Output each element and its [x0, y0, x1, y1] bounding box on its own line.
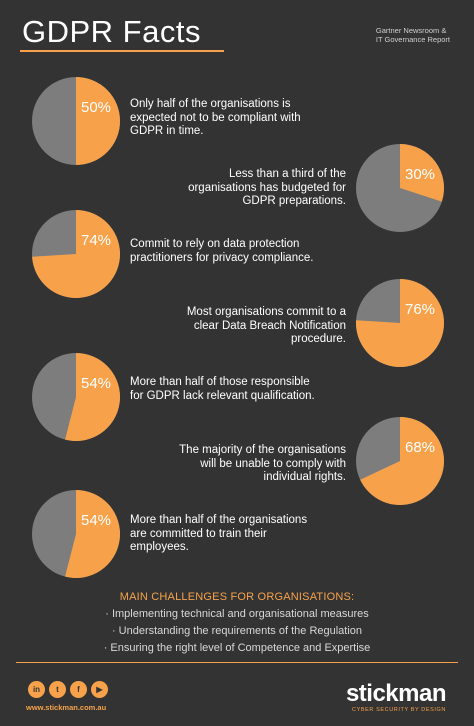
fact-line: employees. — [130, 541, 189, 553]
pie-percent-label-2: 30% — [404, 166, 436, 183]
fact-description-7: More than half of the organisations are c… — [130, 514, 345, 555]
source-note: Gartner Newsroom & IT Governance Report — [376, 26, 450, 44]
pie-chart-6 — [356, 417, 444, 505]
pie-chart-4 — [356, 279, 444, 367]
pie-percent-label-5: 54% — [80, 375, 112, 392]
challenge-item-1: · Implementing technical and organisatio… — [105, 608, 369, 620]
pie-slice-6 — [360, 417, 444, 505]
challenge-item-2: · Understanding the requirements of the … — [111, 625, 363, 637]
logo-tagline: CYBER SECURITY BY DESIGN — [352, 707, 446, 713]
fact-line: GDPR in time. — [130, 125, 204, 137]
pie-chart-5 — [32, 353, 120, 441]
fact-line: for GDPR lack relevant qualification. — [130, 389, 315, 402]
pie-percent-label-4: 76% — [404, 301, 436, 318]
title-underline — [20, 50, 224, 52]
fact-line: GDPR preparations. — [242, 195, 346, 207]
page-title: GDPR Facts — [22, 14, 201, 49]
source-line-1: Gartner Newsroom & — [375, 26, 447, 35]
pie-slice-5 — [65, 353, 120, 441]
pie-chart-7 — [32, 490, 120, 578]
pie-percent-label-6: 68% — [404, 439, 436, 456]
source-line-2: IT Governance Report — [375, 35, 450, 44]
fact-line: practitioners for privacy compliance. — [130, 251, 314, 264]
fact-line: are committed to train their — [130, 527, 267, 540]
challenges-heading: MAIN CHALLENGES FOR ORGANISATIONS: — [119, 591, 355, 603]
fact-line: clear Data Breach Notification — [193, 319, 346, 332]
fact-description-3: Commit to rely on data protection practit… — [130, 238, 345, 265]
fact-line: Only half of the organisations is — [130, 98, 291, 110]
fact-description-4: Most organisations commit to a clear Data… — [131, 306, 346, 347]
challenge-item-3: · Ensuring the right level of Competence… — [103, 642, 371, 654]
footer-divider — [16, 662, 458, 663]
pie-percent-label-1: 50% — [80, 99, 112, 116]
fact-line: Commit to rely on data protection — [130, 238, 300, 250]
pie-chart-3 — [32, 210, 120, 298]
fact-line: individual rights. — [263, 471, 346, 483]
fact-line: More than half of the organisations — [130, 514, 308, 526]
facebook-icon[interactable]: f — [70, 681, 87, 698]
pie-slice-2 — [400, 144, 444, 202]
pie-slice-3 — [32, 210, 120, 298]
pie-percent-label-3: 74% — [80, 232, 112, 249]
fact-line: expected not to be compliant with — [130, 111, 301, 124]
fact-line: organisations has budgeted for — [188, 181, 346, 194]
twitter-icon[interactable]: t — [49, 681, 66, 698]
social-links: in t f ▶ — [28, 681, 108, 698]
youtube-icon[interactable]: ▶ — [91, 681, 108, 698]
stickman-logo: stickman — [345, 680, 447, 707]
fact-description-1: Only half of the organisations is expecte… — [130, 98, 330, 139]
pie-slice-4 — [356, 279, 444, 367]
fact-line: The majority of the organisations — [179, 444, 346, 456]
pie-chart-1 — [32, 77, 120, 165]
pie-chart-2 — [356, 144, 444, 232]
fact-line: Most organisations commit to a — [186, 306, 346, 318]
fact-line: More than half of those responsible — [130, 376, 310, 388]
fact-line: procedure. — [291, 333, 346, 345]
pie-slice-1 — [76, 77, 120, 165]
fact-description-2: Less than a third of the organisations ha… — [146, 168, 346, 209]
fact-description-5: More than half of those responsible for G… — [130, 376, 345, 403]
pie-slice-7 — [65, 490, 120, 578]
pie-percent-label-7: 54% — [80, 512, 112, 529]
website-link[interactable]: www.stickman.com.au — [26, 703, 107, 712]
fact-description-6: The majority of the organisations will be… — [131, 444, 346, 485]
linkedin-icon[interactable]: in — [28, 681, 45, 698]
fact-line: will be unable to comply with — [200, 457, 346, 470]
fact-line: Less than a third of the — [229, 168, 346, 180]
